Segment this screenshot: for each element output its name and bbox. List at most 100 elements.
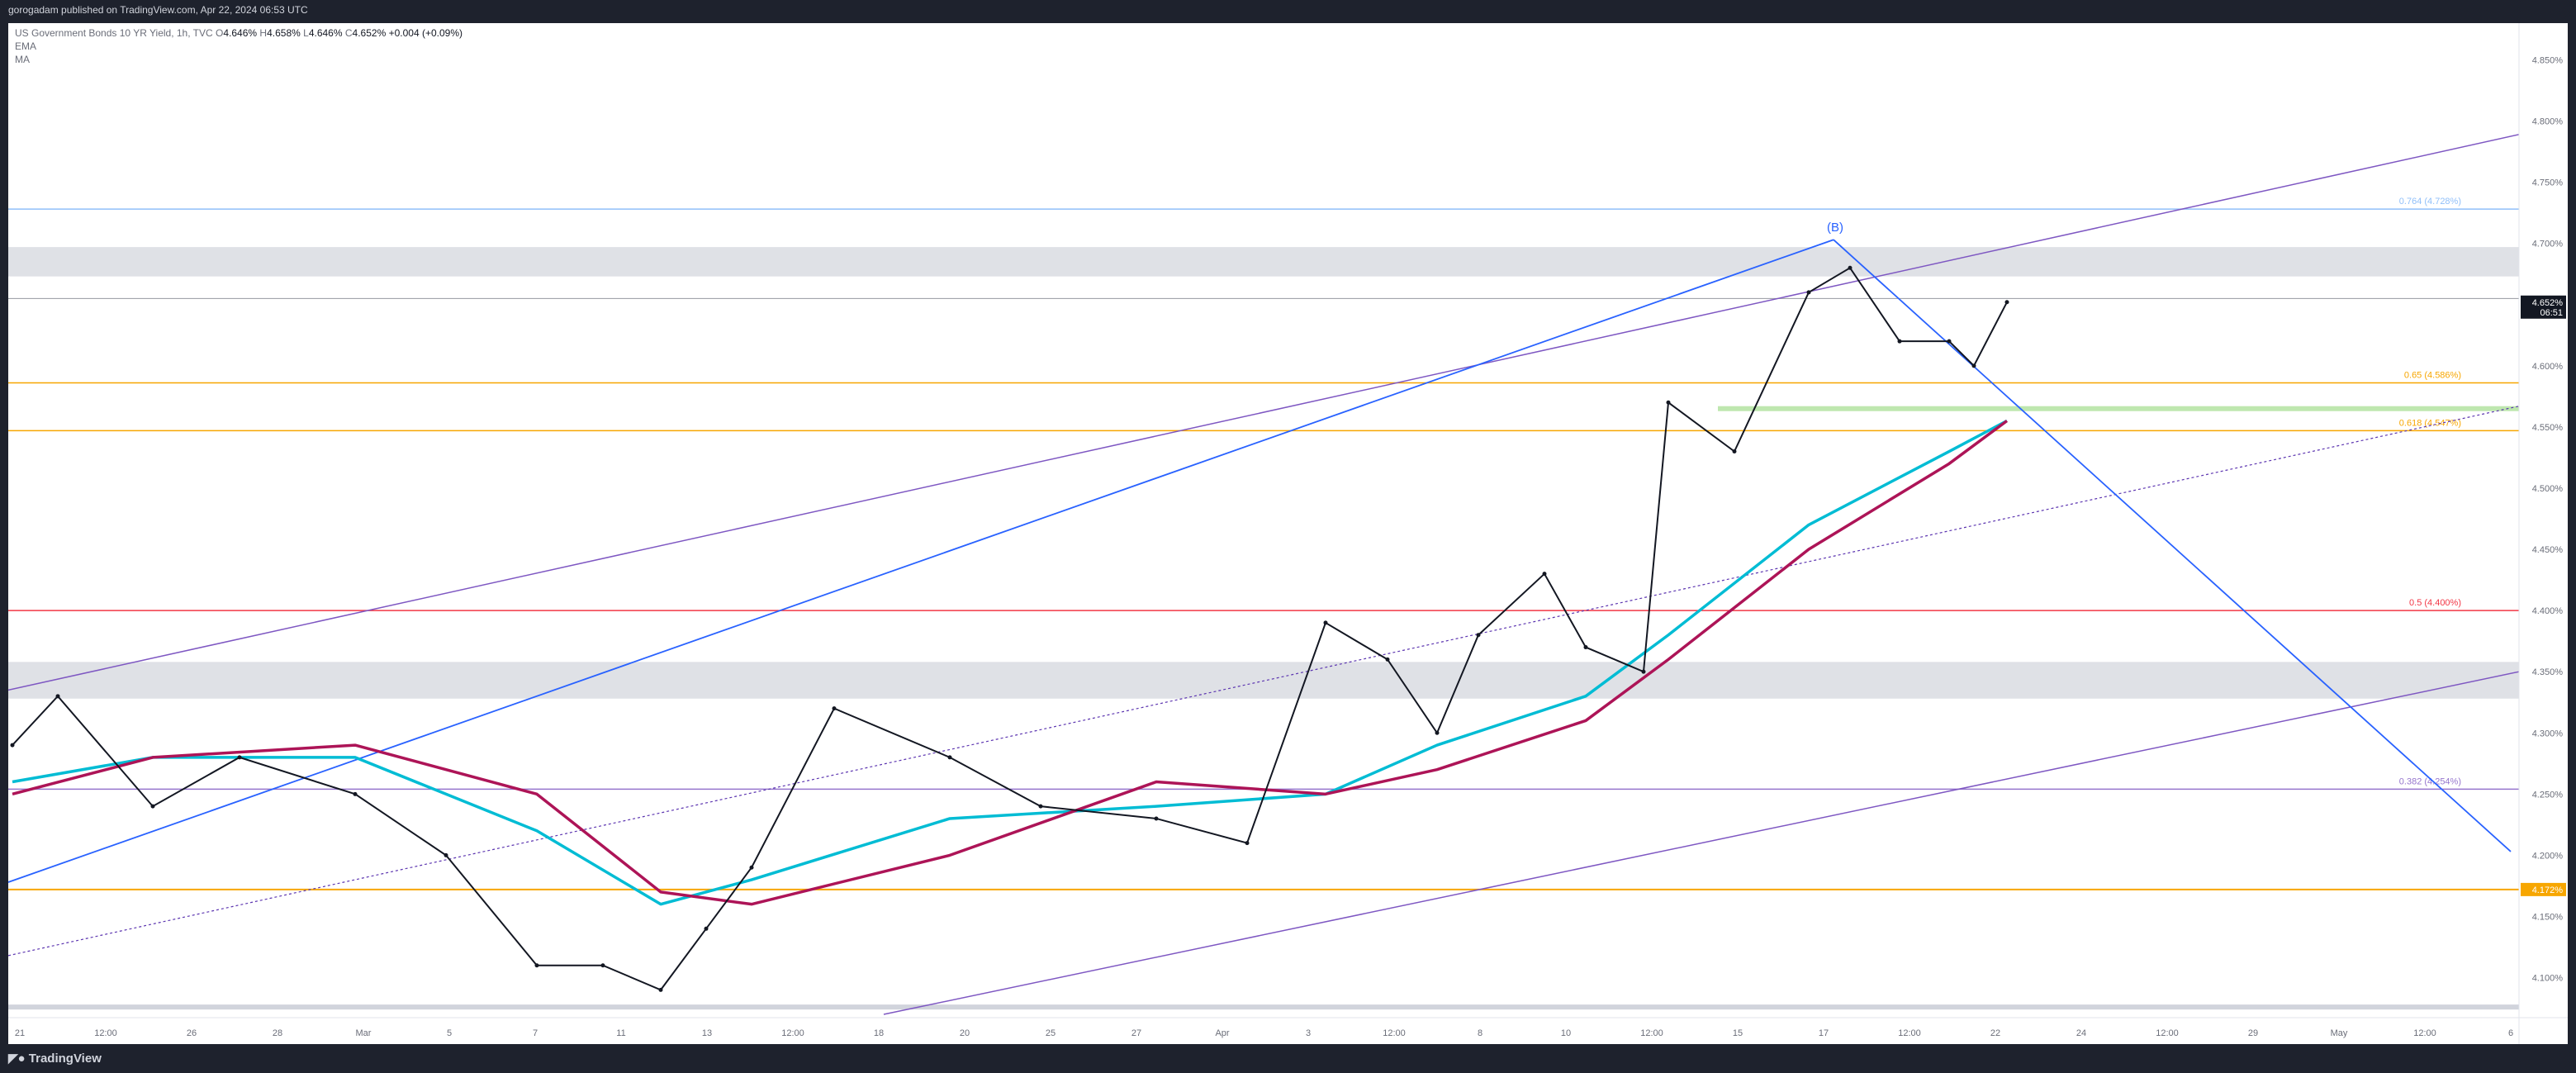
x-tick-label: 12:00: [2413, 1028, 2436, 1038]
tradingview-logo-icon: ◤●: [8, 1052, 26, 1066]
x-tick-label: 3: [1306, 1028, 1311, 1038]
channel-upper: [8, 134, 2520, 691]
price-point: [832, 706, 837, 711]
y-tick-label: 4.800%: [2532, 117, 2564, 127]
price-point: [947, 755, 952, 760]
x-tick-label: 8: [1478, 1028, 1483, 1038]
chart-pane[interactable]: 0.764 (4.728%) 0.65 (4.586%) 0.618 (4.547%…: [8, 23, 2568, 1044]
x-tick-label: 17: [1819, 1028, 1829, 1038]
price-point: [534, 963, 539, 968]
y-tick-label: 4.700%: [2532, 240, 2564, 249]
legend-low-label: L: [303, 27, 309, 39]
x-tick-label: 28: [273, 1028, 282, 1038]
price-point: [1806, 290, 1811, 295]
price-point: [658, 987, 663, 992]
price-point: [55, 694, 60, 699]
legend-high-label: H: [259, 27, 268, 39]
price-point: [1385, 657, 1390, 662]
tradingview-brand: TradingView: [28, 1052, 102, 1066]
x-tick-label: 25: [1046, 1028, 1056, 1038]
channel-lower: [883, 671, 2520, 1015]
x-tick-label: Apr: [1215, 1028, 1229, 1038]
legend-ma[interactable]: MA: [15, 54, 30, 65]
y-tick-label: 4.150%: [2532, 912, 2564, 922]
legend-open-label: O: [216, 27, 224, 39]
tradingview-logo[interactable]: ◤● TradingView: [8, 1051, 102, 1066]
price-point: [10, 743, 15, 748]
y-tick-label: 4.350%: [2532, 667, 2564, 677]
fib-label-2: 0.618 (4.547%): [2399, 418, 2461, 428]
y-tick-label: 4.400%: [2532, 606, 2564, 616]
chart-legend: US Government Bonds 10 YR Yield, 1h, TVC…: [15, 26, 463, 66]
price-point: [1476, 633, 1481, 638]
legend-ema[interactable]: EMA: [15, 40, 37, 52]
x-tick-label: 20: [960, 1028, 970, 1038]
x-tick-label: Mar: [356, 1028, 372, 1038]
y-tick-label: 4.100%: [2532, 974, 2564, 984]
price-point: [1848, 265, 1853, 270]
price-point: [749, 865, 754, 870]
price-label-time: 06:51: [2540, 308, 2563, 318]
ema-line: [12, 419, 2008, 906]
top-bar: gorogadam published on TradingView.com, …: [0, 0, 2576, 20]
price-point: [1435, 730, 1440, 735]
price-label: 4.172%: [2532, 885, 2564, 895]
x-tick-label: 11: [616, 1028, 625, 1038]
x-tick-label: May: [2331, 1028, 2348, 1038]
price-point: [704, 926, 709, 931]
y-tick-label: 4.450%: [2532, 545, 2564, 555]
y-tick-label: 4.200%: [2532, 851, 2564, 861]
price-point: [1323, 620, 1328, 625]
x-tick-label: 18: [874, 1028, 884, 1038]
price-point: [1583, 645, 1588, 650]
x-tick-label: 12:00: [1898, 1028, 1921, 1038]
y-tick-label: 4.750%: [2532, 178, 2564, 188]
x-tick-label: 29: [2248, 1028, 2258, 1038]
legend-low: 4.646%: [308, 27, 343, 39]
price-point: [1666, 400, 1671, 405]
x-tick-label: 6: [2508, 1028, 2513, 1038]
legend-high: 4.658%: [267, 27, 301, 39]
price-point: [1154, 816, 1159, 821]
wave-label-b: (B): [1827, 221, 1843, 235]
price-point: [1038, 804, 1043, 809]
legend-open: 4.646%: [223, 27, 258, 39]
x-tick-label: 21: [15, 1028, 25, 1038]
price-point: [1947, 339, 1952, 344]
y-tick-label: 4.850%: [2532, 55, 2564, 65]
price-point: [1732, 449, 1737, 454]
price-label-bg: [2521, 295, 2566, 319]
x-tick-label: 26: [187, 1028, 197, 1038]
price-point: [150, 804, 155, 809]
price-label: 4.652%: [2532, 298, 2564, 308]
x-tick-label: 12:00: [94, 1028, 117, 1038]
price-point: [2004, 300, 2009, 305]
x-tick-label: 15: [1733, 1028, 1743, 1038]
trendline-down: [1833, 239, 2512, 852]
footer-bar: ◤● TradingView: [0, 1044, 2576, 1073]
fib-label-1: 0.65 (4.586%): [2404, 371, 2461, 381]
legend-symbol[interactable]: US Government Bonds 10 YR Yield, 1h, TVC: [15, 27, 213, 39]
legend-close-label: C: [344, 27, 353, 39]
price-point: [237, 755, 242, 760]
legend-close: 4.652%: [352, 27, 387, 39]
price-point: [1897, 339, 1902, 344]
bottom-zone: [8, 1004, 2519, 1010]
price-chart[interactable]: 0.764 (4.728%) 0.65 (4.586%) 0.618 (4.547%…: [8, 23, 2568, 1044]
ma-line: [12, 420, 2009, 906]
zone-1: [8, 662, 2519, 699]
x-tick-label: 24: [2076, 1028, 2086, 1038]
channel-mid-dotted: [8, 406, 2520, 957]
x-tick-label: 12:00: [1640, 1028, 1663, 1038]
price-point: [1542, 572, 1547, 577]
fib-label-4: 0.382 (4.254%): [2399, 776, 2461, 786]
price-point: [600, 963, 605, 968]
y-tick-label: 4.600%: [2532, 362, 2564, 372]
price-point: [1971, 363, 1976, 368]
x-tick-label: 22: [1990, 1028, 2000, 1038]
x-tick-label: 5: [447, 1028, 452, 1038]
legend-symbol-row: US Government Bonds 10 YR Yield, 1h, TVC…: [15, 26, 463, 40]
price-point: [1641, 669, 1646, 674]
green-band: [1718, 406, 2519, 411]
